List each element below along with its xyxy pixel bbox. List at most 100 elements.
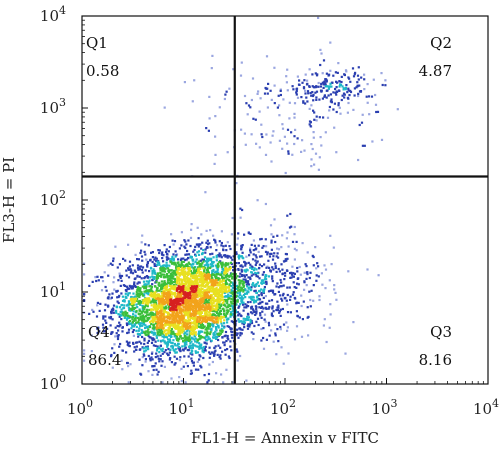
event-dot	[144, 311, 147, 314]
event-dot	[136, 286, 139, 290]
event-dot	[317, 168, 320, 171]
event-dot	[359, 90, 362, 93]
event-dot	[200, 294, 203, 297]
event-dot	[188, 292, 192, 295]
event-dot	[238, 275, 241, 278]
event-dot	[192, 344, 195, 347]
event-dot	[124, 315, 127, 319]
event-dot	[127, 331, 130, 334]
event-dot	[173, 263, 176, 266]
event-dot	[303, 288, 306, 291]
event-dot	[344, 86, 347, 89]
event-dot	[167, 269, 170, 272]
event-dot	[224, 304, 227, 307]
event-dot	[341, 94, 344, 97]
event-dot	[121, 326, 124, 329]
event-dot	[170, 258, 173, 261]
event-dot	[105, 321, 108, 324]
event-dot	[218, 106, 221, 109]
y-axis-title: FL3-H = PI	[0, 157, 18, 243]
event-dot	[126, 287, 129, 290]
event-dot	[163, 316, 166, 319]
event-dot	[176, 289, 179, 292]
event-dot	[282, 323, 286, 326]
event-dot	[163, 106, 166, 109]
y-tick-base: 10	[40, 283, 59, 301]
event-dot	[152, 316, 156, 319]
event-dot	[231, 286, 235, 289]
event-dot	[204, 191, 207, 194]
event-dot	[320, 272, 323, 275]
event-dot	[204, 280, 207, 283]
event-dot	[218, 355, 221, 359]
event-dot	[151, 256, 154, 259]
event-dot	[221, 298, 224, 301]
event-dot	[243, 326, 246, 329]
event-dot	[159, 268, 162, 271]
event-dot	[168, 264, 171, 267]
event-dot	[132, 302, 135, 305]
event-dot	[169, 261, 172, 264]
event-dot	[267, 321, 270, 324]
event-dot	[155, 320, 158, 323]
event-dot	[132, 334, 135, 337]
event-dot	[218, 315, 221, 318]
event-dot	[396, 108, 399, 111]
event-dot	[216, 333, 219, 336]
event-dot	[292, 272, 295, 275]
event-dot	[305, 271, 309, 274]
event-dot	[192, 331, 195, 334]
event-dot	[269, 224, 273, 227]
event-dot	[120, 292, 123, 295]
event-dot	[160, 298, 163, 301]
event-dot	[191, 262, 194, 265]
event-dot	[189, 313, 192, 317]
event-dot	[251, 308, 255, 311]
event-dot	[155, 322, 158, 325]
event-dot	[128, 287, 131, 290]
event-dot	[235, 251, 238, 254]
event-dot	[264, 320, 267, 323]
event-dot	[180, 312, 183, 315]
event-dot	[128, 292, 131, 295]
event-dot	[232, 255, 235, 258]
event-dot	[256, 295, 259, 298]
event-dot	[176, 339, 179, 342]
event-dot	[250, 274, 253, 277]
event-dot	[215, 372, 218, 375]
event-dot	[111, 318, 114, 321]
event-dot	[140, 249, 143, 252]
event-dot	[118, 321, 121, 324]
event-dot	[226, 241, 229, 244]
event-dot	[276, 234, 279, 237]
event-dot	[153, 269, 156, 272]
x-tick-exp: 2	[289, 397, 296, 410]
event-dot	[366, 268, 369, 271]
event-dot	[258, 146, 261, 149]
event-dot	[139, 318, 142, 321]
event-dot	[330, 263, 333, 266]
event-dot	[191, 361, 194, 364]
event-dot	[201, 297, 204, 300]
event-dot	[187, 345, 191, 348]
event-dot	[183, 278, 186, 281]
y-tick-exp: 1	[59, 280, 66, 293]
event-dot	[184, 292, 187, 296]
event-dot	[279, 285, 282, 288]
event-dot	[167, 291, 170, 295]
event-dot	[270, 329, 273, 332]
event-dot	[242, 285, 245, 288]
event-dot	[153, 338, 156, 341]
event-dot	[144, 324, 147, 327]
event-dot	[265, 55, 269, 58]
event-dot	[231, 281, 234, 284]
event-dot	[336, 81, 339, 84]
event-dot	[237, 232, 240, 235]
event-dot	[168, 330, 171, 333]
q2-percent: 4.87	[419, 62, 452, 80]
event-dot	[174, 344, 177, 347]
event-dot	[167, 327, 170, 330]
event-dot	[214, 294, 217, 297]
event-dot	[337, 62, 340, 65]
event-dot	[306, 82, 309, 85]
